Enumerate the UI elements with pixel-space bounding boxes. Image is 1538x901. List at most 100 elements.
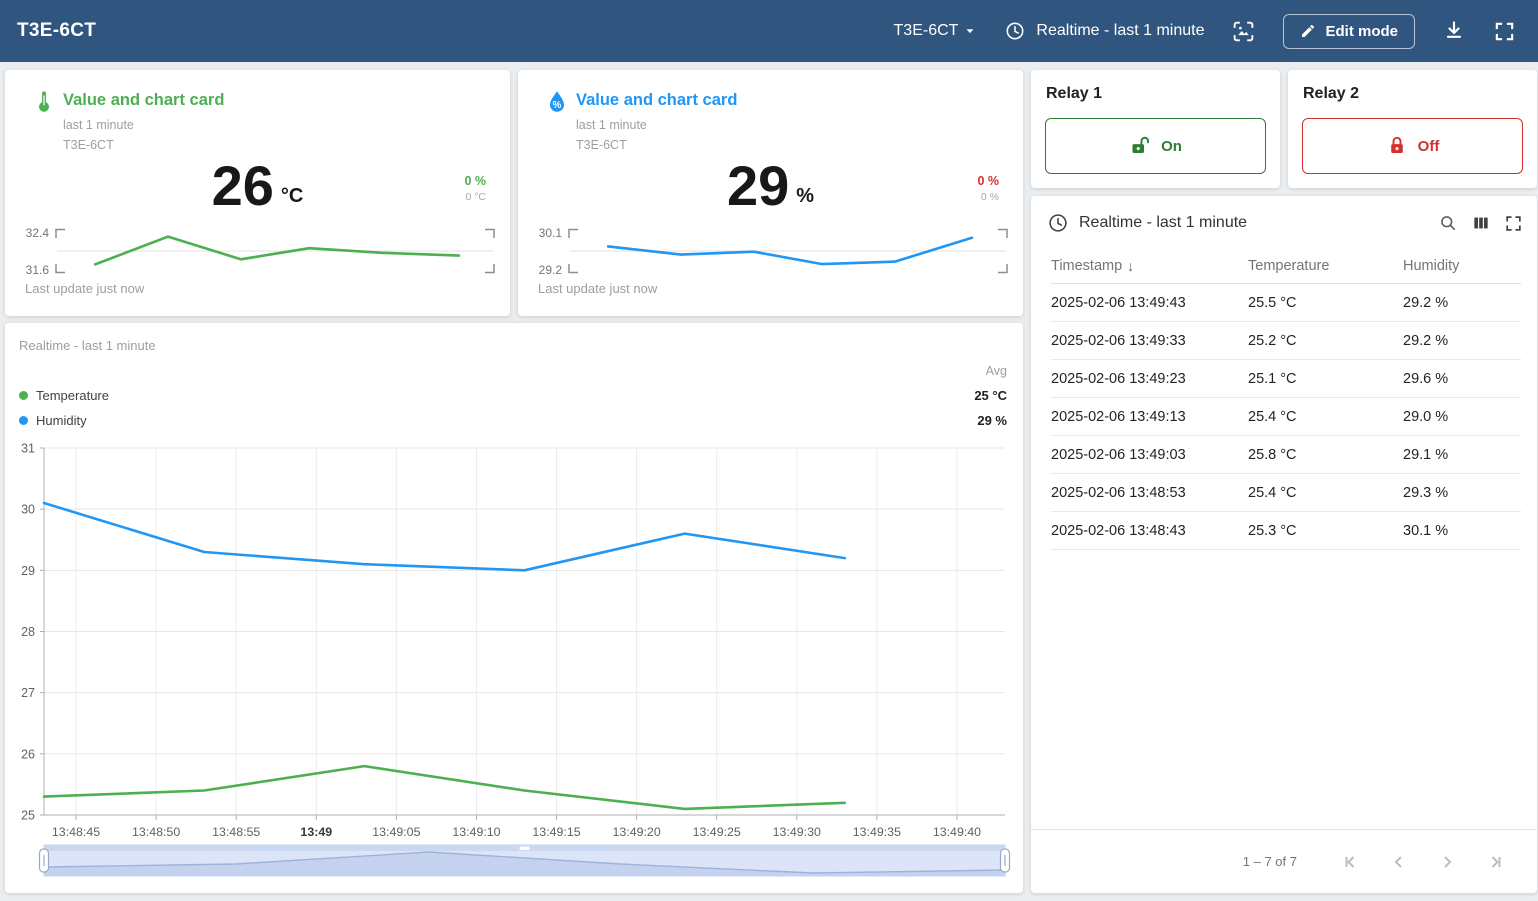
table-cell-timestamp: 2025-02-06 13:48:43	[1051, 522, 1186, 539]
dashboard-title: T3E-6CT	[17, 20, 97, 41]
y-tick-label: 29	[21, 564, 35, 578]
fullscreen-icon	[1506, 215, 1521, 231]
clock-icon	[1049, 214, 1067, 232]
relay-1-card: Relay 1 On	[1031, 70, 1280, 188]
table-row: 2025-02-06 13:49:43 25.5 °C 29.2 %	[1051, 284, 1521, 322]
dashboard-gallery-button[interactable]	[1231, 19, 1256, 44]
last-update-label: Last update just now	[25, 281, 145, 296]
legend-item-temperature[interactable]: Temperature	[19, 383, 109, 408]
table-cell-humidity: 29.1 %	[1403, 446, 1449, 463]
slider-grip[interactable]	[519, 846, 530, 851]
spark-max-label: 32.4	[25, 226, 49, 240]
x-tick-label: 13:48:45	[52, 825, 100, 839]
last-update-label: Last update just now	[538, 281, 658, 296]
entity-select-value: T3E-6CT	[893, 22, 959, 39]
fullscreen-button[interactable]	[1493, 20, 1516, 43]
temperature-line	[42, 764, 847, 811]
table-cell-timestamp: 2025-02-06 13:49:43	[1051, 294, 1186, 311]
x-tick-label: 13:49:30	[773, 825, 821, 839]
latest-values-table-card: Realtime - last 1 minute Timestamp ↓ Tem…	[1031, 196, 1537, 893]
avg-header: Avg	[985, 364, 1007, 378]
x-tick-label: 13:49:35	[853, 825, 901, 839]
table-row: 2025-02-06 13:49:03 25.8 °C 29.1 %	[1051, 436, 1521, 474]
delta-absolute: 0 %	[980, 191, 999, 203]
x-tick-label: 13:48:55	[212, 825, 260, 839]
table-cell-humidity: 29.2 %	[1403, 332, 1449, 349]
table-cell-temperature: 25.2 °C	[1248, 332, 1297, 349]
download-icon	[1446, 21, 1462, 38]
chevron-right-icon	[1444, 855, 1452, 868]
download-button[interactable]	[1442, 19, 1466, 43]
lock-open-icon	[1132, 136, 1150, 153]
table-cell-temperature: 25.4 °C	[1248, 408, 1297, 425]
chevron-left-icon	[1394, 855, 1402, 868]
table-cell-timestamp: 2025-02-06 13:49:03	[1051, 446, 1186, 463]
table-columns-button[interactable]	[1471, 213, 1491, 233]
column-header-timestamp[interactable]: Timestamp ↓	[1051, 257, 1135, 274]
x-tick-label: 13:49:25	[693, 825, 741, 839]
chart-axes: 25 26 27 28 29 30 31 13:48:45 13:48:50 13:48:55 13…	[21, 442, 1005, 839]
column-header-temperature[interactable]: Temperature	[1248, 257, 1330, 274]
temperature-avg-value: 25 °C	[974, 388, 1007, 403]
entity-select[interactable]: T3E-6CT	[894, 22, 978, 40]
table-cell-humidity: 30.1 %	[1403, 522, 1449, 539]
relay-2-toggle-button[interactable]: Off	[1302, 118, 1523, 174]
droplet-icon: %	[549, 91, 565, 112]
fullscreen-icon	[1495, 22, 1514, 40]
table-cell-timestamp: 2025-02-06 13:49:23	[1051, 370, 1186, 387]
widget-entity: T3E-6CT	[576, 138, 627, 152]
table-row: 2025-02-06 13:49:13 25.4 °C 29.0 %	[1051, 398, 1521, 436]
legend-item-humidity[interactable]: Humidity	[19, 408, 109, 433]
table-cell-humidity: 29.0 %	[1403, 408, 1449, 425]
last-page-button[interactable]	[1471, 842, 1519, 882]
table-fullscreen-button[interactable]	[1504, 213, 1523, 233]
first-page-button[interactable]	[1327, 842, 1375, 882]
legend-avg-column: Avg 25 °C 29 %	[974, 359, 1007, 433]
sort-desc-icon: ↓	[1127, 257, 1135, 274]
next-page-button[interactable]	[1423, 842, 1471, 882]
table-cell-temperature: 25.1 °C	[1248, 370, 1297, 387]
svg-text:%: %	[553, 100, 562, 111]
chart-legend: Temperature Humidity	[19, 383, 109, 433]
humidity-sparkline	[568, 228, 1008, 274]
widget-entity: T3E-6CT	[63, 138, 114, 152]
table-search-button[interactable]	[1438, 213, 1458, 233]
y-tick-label: 26	[21, 747, 35, 761]
spark-min-label: 31.6	[25, 263, 49, 277]
delta-percent: 0 %	[464, 174, 486, 188]
x-tick-label: 13:49:40	[933, 825, 981, 839]
timeseries-chart-card: Realtime - last 1 minute Temperature Hum…	[5, 323, 1023, 893]
relay-2-state: Off	[1417, 137, 1440, 155]
temperature-value: 26	[211, 154, 274, 217]
timewindow-label: Realtime - last 1 minute	[1036, 22, 1205, 39]
lock-closed-icon	[1390, 136, 1403, 153]
column-header-humidity[interactable]: Humidity	[1403, 257, 1460, 274]
delta-absolute: 0 °C	[465, 191, 486, 203]
table-row: 2025-02-06 13:48:43 25.3 °C 30.1 %	[1051, 512, 1521, 550]
previous-page-button[interactable]	[1375, 842, 1423, 882]
y-tick-label: 31	[21, 442, 35, 456]
relay-1-title: Relay 1	[1046, 85, 1103, 102]
time-range-slider[interactable]	[38, 844, 1011, 877]
edit-mode-button[interactable]: Edit mode	[1283, 13, 1415, 49]
table-row: 2025-02-06 13:49:23 25.1 °C 29.6 %	[1051, 360, 1521, 398]
chart-gridlines	[44, 447, 1005, 815]
first-page-icon	[1345, 855, 1355, 868]
timewindow-button[interactable]: Realtime - last 1 minute	[1004, 20, 1204, 42]
table-row: 2025-02-06 13:48:53 25.4 °C 29.3 %	[1051, 474, 1521, 512]
table-pagination: 1 – 7 of 7	[1031, 829, 1537, 893]
y-tick-label: 27	[21, 686, 35, 700]
relay-1-toggle-button[interactable]: On	[1045, 118, 1266, 174]
table-body: 2025-02-06 13:49:43 25.5 °C 29.2 % 2025-02-…	[1051, 284, 1521, 550]
edit-mode-label: Edit mode	[1325, 22, 1398, 40]
search-icon	[1441, 216, 1456, 231]
x-tick-label: 13:49	[300, 825, 332, 839]
x-tick-label: 13:49:10	[452, 825, 500, 839]
topbar: T3E-6CT T3E-6CT Realtime - last 1 minute…	[0, 0, 1538, 62]
relay-2-title: Relay 2	[1303, 85, 1360, 102]
table-row: 2025-02-06 13:49:33 25.2 °C 29.2 %	[1051, 322, 1521, 360]
humidity-avg-value: 29 %	[977, 413, 1007, 428]
table-cell-humidity: 29.6 %	[1403, 370, 1449, 387]
table-cell-timestamp: 2025-02-06 13:49:33	[1051, 332, 1186, 349]
y-tick-label: 30	[21, 503, 35, 517]
